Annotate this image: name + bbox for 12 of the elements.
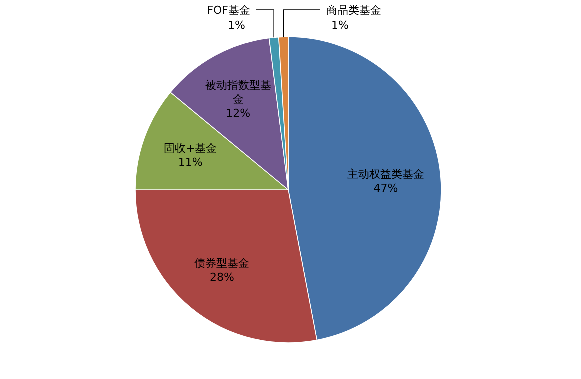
slice-label: 被动指数型基金 <box>205 78 272 106</box>
slice-label: 主动权益类基金 <box>347 168 424 181</box>
data-label: 28% <box>210 271 234 284</box>
data-label: 12% <box>226 106 251 120</box>
data-label: 47% <box>374 182 398 195</box>
slice-label: 固收+基金 <box>164 142 218 155</box>
slice-label: 商品类基金 <box>326 4 382 17</box>
data-label: 11% <box>178 156 203 169</box>
slice-label: 债券型基金 <box>194 257 250 270</box>
data-label: 1% <box>332 19 349 32</box>
data-label: 1% <box>228 19 246 32</box>
slice-label: FOF基金 <box>207 4 250 17</box>
